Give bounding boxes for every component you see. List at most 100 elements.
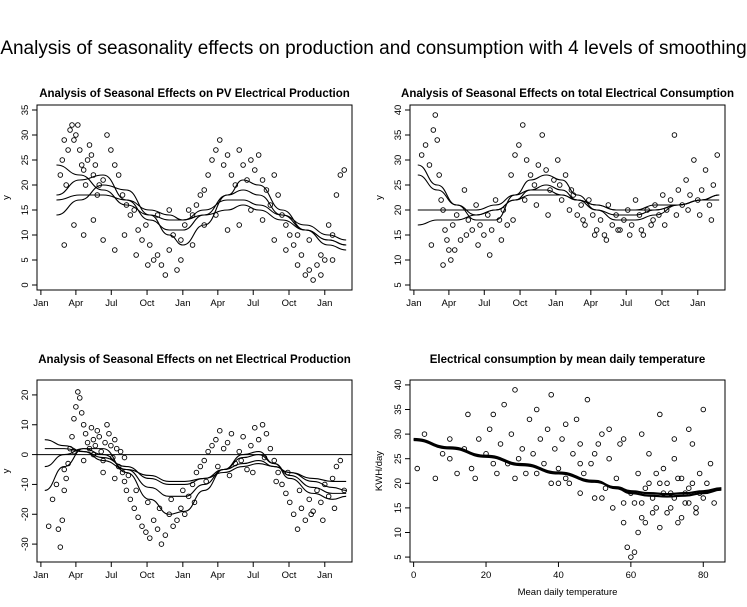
data-point [537, 436, 544, 442]
data-point [545, 212, 551, 218]
smoothing-curve [56, 179, 347, 251]
data-point [597, 217, 604, 223]
x-tick-label: Oct [282, 570, 297, 581]
plot-frame [409, 379, 726, 563]
y-tick-label: 30 [20, 130, 31, 141]
data-point [53, 481, 60, 488]
data-point [139, 523, 145, 529]
x-tick-label: Apr [441, 298, 456, 309]
data-point [512, 387, 518, 393]
data-point [182, 511, 188, 518]
data-point [90, 436, 97, 443]
data-point [444, 237, 450, 243]
data-point [581, 470, 587, 477]
data-point [108, 147, 114, 153]
data-point [490, 460, 497, 467]
data-point [476, 436, 482, 442]
y-tick-label: 0 [20, 452, 31, 457]
data-point [71, 137, 77, 143]
smoothing-curve [413, 437, 722, 498]
data-point [267, 202, 274, 208]
data-point [422, 142, 429, 148]
x-tick-label: Jul [247, 298, 259, 309]
x-tick-label: Jan [33, 570, 48, 581]
data-point [283, 247, 289, 253]
data-point [55, 526, 62, 532]
data-point [308, 511, 314, 518]
data-point [599, 431, 605, 437]
data-point [205, 448, 211, 455]
data-point [602, 485, 609, 491]
data-point [158, 541, 165, 547]
y-tick-label: 5 [20, 257, 31, 262]
data-point [71, 222, 77, 228]
data-point [236, 448, 242, 455]
data-point [515, 455, 522, 462]
data-point [664, 480, 670, 487]
y-tick-label: 20 [20, 390, 31, 401]
data-point [617, 441, 623, 447]
data-point [642, 485, 649, 491]
data-point [102, 439, 108, 446]
data-point [45, 523, 52, 529]
data-point [526, 416, 533, 423]
data-point [106, 430, 112, 437]
data-point [197, 463, 204, 470]
data-point [691, 157, 697, 163]
data-point [228, 430, 235, 437]
data-point [267, 445, 274, 452]
panel-pv-production: Analysis of Seasonal Effects on PV Elect… [1, 88, 353, 309]
data-point [593, 227, 600, 233]
data-point [290, 511, 297, 518]
x-tick-label: Jul [247, 570, 259, 581]
data-point [104, 132, 110, 138]
data-point [123, 487, 130, 494]
data-point [454, 470, 460, 477]
data-point [189, 212, 196, 218]
y-tick-label: 15 [393, 503, 404, 514]
data-point [573, 416, 580, 423]
x-tick-label: 40 [553, 570, 564, 581]
data-point [162, 272, 169, 278]
data-point [558, 197, 565, 203]
data-point [531, 182, 538, 188]
data-point [605, 202, 612, 208]
data-point [166, 247, 172, 253]
data-point [127, 496, 134, 503]
data-point [333, 192, 340, 198]
data-point [217, 427, 223, 434]
y-tick-label: 10 [393, 527, 404, 538]
data-point [512, 152, 518, 158]
y-tick-label: 20 [393, 205, 404, 216]
data-point [178, 505, 184, 512]
data-point [217, 137, 223, 143]
data-point [631, 500, 638, 506]
data-point [465, 411, 471, 418]
x-tick-label: Jan [548, 298, 563, 309]
data-point [154, 252, 161, 258]
data-point [193, 202, 200, 208]
data-point [527, 172, 534, 178]
data-point [306, 237, 312, 243]
data-point [698, 187, 705, 193]
smoothing-curve [44, 439, 347, 482]
data-point [252, 167, 258, 173]
data-point [71, 416, 77, 422]
data-point [432, 112, 439, 118]
data-point [451, 247, 458, 253]
data-point [599, 495, 605, 501]
data-point [601, 232, 608, 238]
smoothing-curve [417, 194, 720, 226]
data-point [675, 519, 681, 526]
data-point [686, 426, 692, 432]
data-point [535, 162, 542, 168]
data-point [481, 232, 487, 238]
data-point [578, 202, 584, 208]
x-tick-label: 60 [626, 570, 637, 581]
data-point [248, 157, 254, 163]
data-point [310, 277, 316, 283]
data-point [566, 207, 573, 213]
x-tick-label: Jul [105, 298, 117, 309]
data-point [707, 460, 714, 467]
x-tick-label: Jan [690, 298, 705, 309]
